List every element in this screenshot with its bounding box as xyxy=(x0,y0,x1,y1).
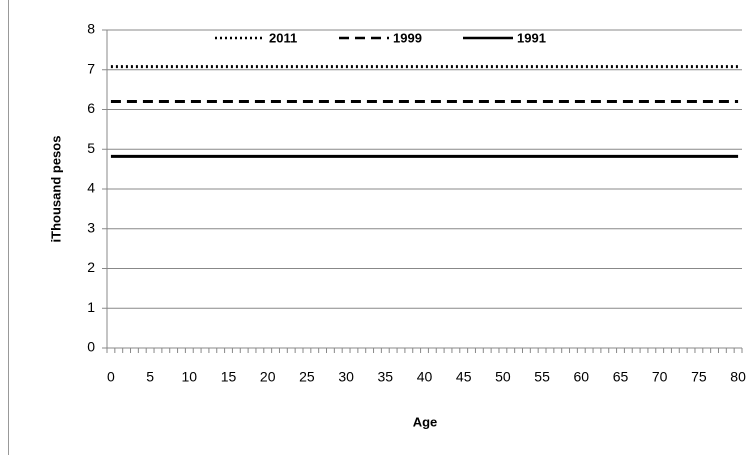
y-tick-label: 2 xyxy=(87,259,95,275)
x-tick-label: 15 xyxy=(221,369,237,385)
x-tick-label: 40 xyxy=(417,369,433,385)
y-axis-title: iThousand pesos xyxy=(48,136,63,243)
x-tick-label: 65 xyxy=(613,369,629,385)
x-tick-label: 35 xyxy=(378,369,394,385)
x-tick-label: 30 xyxy=(338,369,354,385)
x-tick-label: 60 xyxy=(574,369,590,385)
x-tick-label: 70 xyxy=(652,369,668,385)
x-tick-label: 0 xyxy=(107,369,115,385)
y-tick-label: 4 xyxy=(87,180,95,196)
x-tick-label: 45 xyxy=(456,369,472,385)
y-tick-label: 7 xyxy=(87,60,95,76)
y-tick-label: 3 xyxy=(87,219,95,235)
x-tick-label: 55 xyxy=(534,369,550,385)
x-axis-title: Age xyxy=(413,414,438,429)
x-tick-label: 20 xyxy=(260,369,276,385)
x-tick-label: 80 xyxy=(730,369,746,385)
x-tick-label: 25 xyxy=(299,369,315,385)
legend-label: 1991 xyxy=(517,30,546,45)
y-tick-label: 6 xyxy=(87,100,95,116)
y-tick-label: 1 xyxy=(87,299,95,315)
x-tick-label: 50 xyxy=(495,369,511,385)
x-tick-label: 75 xyxy=(691,369,707,385)
x-tick-label: 10 xyxy=(182,369,198,385)
y-tick-label: 8 xyxy=(87,21,95,37)
legend-label: 2011 xyxy=(269,30,297,45)
y-tick-label: 5 xyxy=(87,140,95,156)
legend-label: 1999 xyxy=(393,30,422,45)
x-tick-label: 5 xyxy=(146,369,154,385)
y-tick-label: 0 xyxy=(87,339,95,355)
